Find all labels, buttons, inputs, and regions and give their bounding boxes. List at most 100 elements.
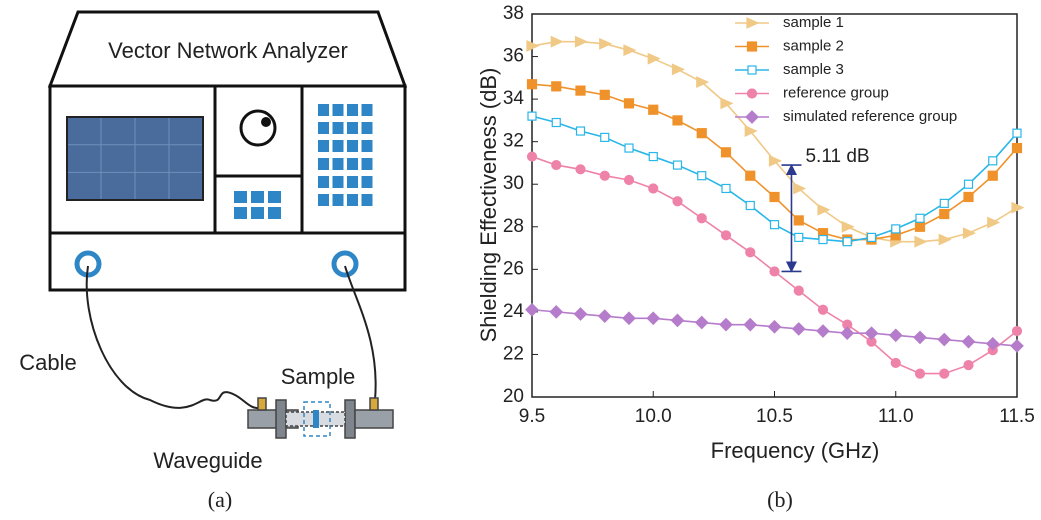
buttons: [234, 104, 373, 219]
marker: [768, 154, 782, 167]
marker: [746, 17, 760, 29]
marker: [646, 311, 661, 326]
marker: [648, 104, 659, 115]
marker: [962, 227, 976, 240]
marker: [744, 125, 758, 137]
marker: [745, 247, 756, 258]
marker: [648, 183, 659, 194]
marker: [915, 213, 925, 223]
marker: [939, 208, 950, 220]
flange: [344, 399, 356, 439]
marker: [864, 326, 879, 341]
marker: [597, 309, 612, 323]
marker: [1011, 142, 1023, 154]
x-tick-label: 11.5: [999, 406, 1035, 427]
cable: [344, 265, 377, 401]
marker: [600, 132, 610, 143]
marker: [745, 200, 755, 211]
marker: [1011, 325, 1023, 337]
key: [361, 122, 373, 134]
key: [332, 140, 344, 152]
key: [361, 194, 373, 206]
marker: [841, 220, 855, 233]
marker: [769, 220, 780, 230]
marker: [746, 41, 758, 52]
x-axis-label: Frequency (GHz): [711, 438, 880, 463]
key: [332, 176, 344, 188]
marker: [914, 235, 928, 248]
key: [361, 158, 373, 170]
legend-label: sample 3: [783, 61, 844, 78]
marker: [599, 37, 613, 50]
marker: [549, 305, 564, 319]
marker: [526, 151, 538, 162]
key: [361, 176, 373, 188]
marker: [888, 328, 903, 343]
marker: [963, 179, 974, 189]
marker: [719, 317, 733, 332]
legend-label: simulated reference group: [783, 108, 957, 125]
marker: [525, 302, 539, 317]
marker: [987, 170, 998, 181]
marker: [624, 143, 634, 153]
marker: [526, 39, 540, 52]
marker: [939, 198, 949, 208]
marker: [840, 326, 855, 341]
key: [347, 122, 358, 134]
marker: [672, 160, 683, 170]
marker: [573, 307, 588, 321]
x-tick-label: 11.0: [878, 406, 914, 427]
waveguide-part: [354, 409, 394, 429]
key: [318, 122, 329, 134]
key: [332, 122, 344, 134]
marker: [575, 164, 586, 175]
marker: [550, 35, 564, 48]
marker: [745, 110, 759, 124]
marker: [793, 215, 804, 226]
button: [234, 207, 247, 219]
sample-box: [303, 401, 331, 437]
flange: [275, 399, 287, 439]
marker: [985, 336, 1000, 351]
marker: [574, 35, 588, 48]
sample: [313, 410, 319, 428]
marker: [746, 88, 758, 99]
y-tick-label: 30: [503, 173, 524, 194]
marker: [647, 52, 661, 65]
marker: [622, 311, 636, 326]
marker: [743, 317, 758, 332]
marker: [767, 319, 782, 334]
marker: [720, 230, 732, 241]
y-axis-label: Shielding Effectiveness (dB): [476, 68, 501, 343]
marker: [720, 147, 732, 158]
key: [318, 158, 329, 170]
marker: [623, 174, 635, 186]
marker: [670, 313, 685, 328]
knob-dot: [261, 117, 271, 127]
marker: [696, 213, 707, 224]
button: [268, 191, 281, 203]
y-tick-label: 28: [503, 216, 524, 237]
y-tick-label: 32: [503, 131, 524, 152]
key: [347, 194, 358, 206]
marker: [963, 359, 974, 371]
key: [347, 140, 358, 152]
plot: 9.5 10.0 10.5 11.0 11.5 20 22 24 26 28 30 32 34 36 38 5…: [503, 3, 1035, 427]
marker: [938, 233, 952, 246]
marker: [891, 224, 901, 234]
marker: [551, 81, 562, 92]
button: [268, 207, 281, 219]
y-tick-label: 20: [503, 386, 524, 407]
marker: [961, 334, 976, 349]
key: [318, 194, 329, 206]
x-tick-label: 10.0: [635, 406, 672, 427]
key: [361, 140, 373, 152]
marker: [648, 151, 658, 162]
marker: [623, 98, 635, 109]
marker: [793, 285, 804, 296]
connector: [369, 397, 379, 411]
marker: [551, 159, 562, 171]
marker: [697, 171, 707, 181]
knob: [239, 109, 277, 147]
